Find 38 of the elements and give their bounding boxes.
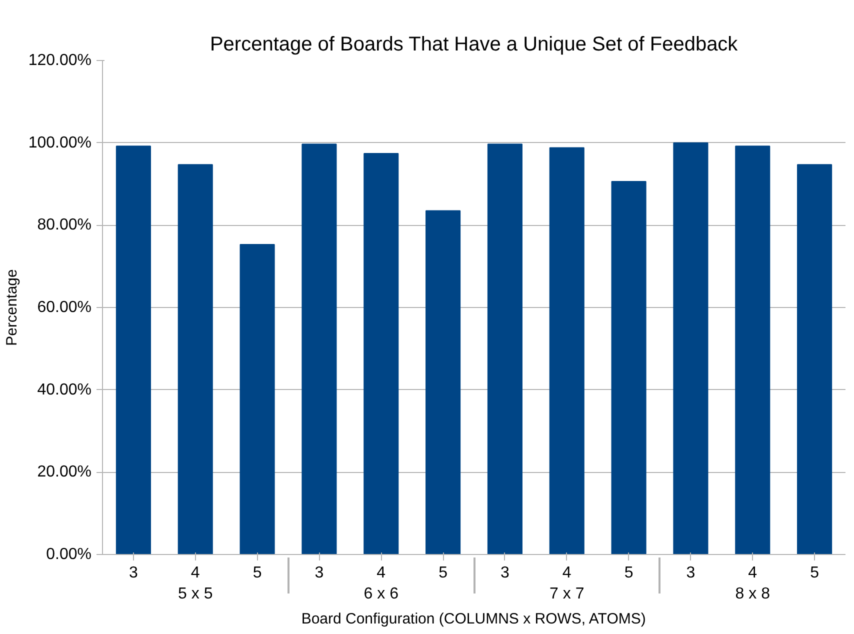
bar [240,244,275,554]
y-tick-label: 20.00% [37,464,92,481]
x-tick-label: 4 [190,564,200,582]
x-tick-label: 4 [376,564,386,582]
x-tick-label: 5 [438,564,448,582]
bar [735,146,770,554]
y-tick-label: 0.00% [46,546,92,563]
y-tick-label: 100.00% [28,134,92,152]
y-tick-label: 80.00% [37,216,92,234]
bar [364,153,399,554]
bar [178,164,213,554]
text: 5 x 5 [178,586,213,602]
bar [116,146,151,554]
x-tick-label: 3 [314,564,324,582]
x-tick-label: 3 [129,564,138,582]
y-tick-label: 40.00% [37,381,92,398]
x-tick-label: 3 [500,564,510,582]
bar [673,142,708,554]
text: 7 x 7 [550,586,584,602]
x-axis-title: Board Configuration (COLUMNS x ROWS, ATOMS) [301,610,646,628]
x-tick-label: 5 [810,564,820,582]
bar [302,144,337,554]
bar [426,210,461,554]
x-tick-label: 4 [562,564,572,582]
bar [549,147,584,554]
bar [797,164,832,554]
y-tick-label: 60.00% [37,299,92,316]
chart-title: Percentage of Boards That Have a Unique Set of Feedback [210,34,739,56]
x-tick-label: 4 [748,564,758,582]
bar [611,181,646,554]
text: 8 x 8 [735,586,770,602]
x-tick-label: 3 [686,564,696,582]
bar [487,144,522,554]
text: 6 x 6 [364,586,399,602]
y-tick-label: 120.00% [28,52,92,69]
y-axis-title: Percentage [3,269,20,346]
x-tick-label: 5 [252,564,262,582]
x-tick-label: 5 [624,564,634,582]
